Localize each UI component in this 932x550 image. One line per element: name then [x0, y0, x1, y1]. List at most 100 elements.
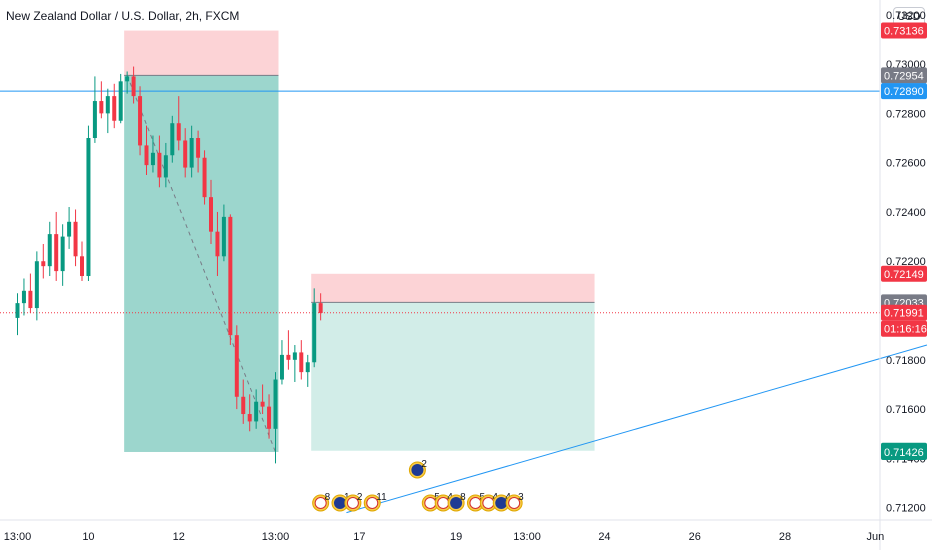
candle-body: [267, 406, 272, 429]
candle-body: [215, 231, 220, 257]
price-tag-bg: [881, 22, 927, 39]
trend-line: [346, 344, 928, 514]
candle-body: [273, 379, 278, 429]
event-marker: 8: [312, 492, 331, 512]
candle-body: [202, 157, 207, 198]
candle-body: [15, 303, 20, 318]
position-target-zone: [311, 302, 595, 451]
x-tick-label: 13:00: [4, 531, 32, 543]
y-tick-label: 0.73200: [886, 10, 926, 22]
candle-body: [60, 236, 65, 272]
event-marker: 2: [344, 492, 363, 512]
candle-layer: [15, 66, 323, 464]
candle-body: [279, 354, 284, 380]
candle-body: [170, 123, 175, 156]
x-tick-label: 28: [779, 531, 791, 543]
position-layer: [124, 30, 595, 452]
candle-body: [318, 303, 323, 313]
y-tick-label: 0.72400: [886, 207, 926, 219]
candle-body: [234, 335, 239, 397]
candle-body: [118, 81, 123, 121]
price-tag: 0.73136: [881, 22, 927, 39]
flag-inner: [366, 497, 379, 509]
candle-body: [138, 96, 143, 146]
position-stop-zone: [124, 30, 279, 76]
price-tag: 0.72149: [881, 265, 927, 282]
flag-inner: [314, 497, 327, 509]
price-tag-label: 0.72149: [884, 269, 924, 281]
price-tag-label: 0.72890: [884, 86, 924, 98]
candle-body: [157, 152, 162, 178]
price-tag-label: 0.73136: [884, 26, 924, 38]
candle-body: [150, 152, 155, 166]
price-tag: 0.71426: [881, 443, 927, 460]
candle-body: [312, 303, 317, 363]
candle-body: [183, 140, 188, 168]
event-count: 8: [460, 492, 466, 503]
event-marker: 3: [505, 492, 524, 512]
event-marker: 11: [363, 492, 387, 512]
candle-body: [28, 290, 33, 309]
candle-body: [247, 414, 252, 422]
y-tick-label: 0.71800: [886, 355, 926, 367]
x-tick-label: 19: [450, 531, 462, 543]
x-tick-label: 17: [353, 531, 365, 543]
flag-inner: [411, 464, 424, 476]
y-tick-label: 0.72800: [886, 108, 926, 120]
candle-body: [228, 216, 233, 336]
candle-body: [41, 261, 46, 267]
price-tag-bg: [881, 265, 927, 282]
candle-body: [21, 290, 26, 304]
x-tick-label: 13:00: [262, 531, 290, 543]
event-count: 11: [376, 492, 387, 503]
price-tag-bg: [881, 67, 927, 84]
candle-body: [131, 76, 136, 97]
candle-body: [80, 256, 84, 277]
candle-body: [254, 401, 259, 422]
candle-body: [176, 123, 181, 141]
candle-body: [125, 76, 130, 82]
x-tick-label: 26: [689, 531, 701, 543]
candle-body: [292, 352, 297, 360]
price-tag-label: 0.72954: [884, 70, 924, 82]
event-count: 3: [518, 492, 524, 503]
flag-inner: [346, 497, 359, 509]
candle-body: [163, 155, 168, 178]
candle-body: [209, 197, 213, 232]
flag-inner: [450, 497, 463, 509]
candle-body: [241, 396, 246, 415]
price-tag-label: 0.71991: [884, 308, 924, 320]
candle-body: [86, 138, 91, 277]
dashed-path-line: [126, 75, 276, 453]
y-tick-label: 0.72200: [886, 256, 926, 268]
candle-body: [67, 221, 72, 237]
candle-body: [260, 401, 265, 407]
candle-body: [34, 261, 39, 309]
event-count: 2: [421, 459, 427, 470]
x-tick-label: 24: [598, 531, 610, 543]
candle-body: [105, 96, 110, 114]
candle-body: [305, 362, 310, 373]
y-tick-label: 0.71200: [886, 503, 926, 515]
x-tick-label: 10: [82, 531, 94, 543]
candle-body: [221, 216, 226, 257]
y-tick-label: 0.72600: [886, 158, 926, 170]
candle-body: [99, 101, 104, 114]
event-layer: 8121125485443: [312, 459, 524, 512]
position-stop-zone: [311, 273, 595, 303]
x-tick-label: 12: [173, 531, 185, 543]
countdown-label: 01:16:16: [884, 324, 927, 336]
event-count: 8: [325, 492, 331, 503]
candle-body: [54, 234, 59, 272]
price-tag-label: 0.71426: [884, 447, 924, 459]
candle-body: [92, 101, 97, 139]
candle-body: [112, 96, 117, 121]
price-tag: 0.72954: [881, 67, 927, 84]
price-tag-bg: [881, 83, 927, 100]
line-layer: [0, 75, 928, 514]
event-marker: 2: [408, 459, 427, 479]
price-tag-bg: [881, 304, 927, 321]
